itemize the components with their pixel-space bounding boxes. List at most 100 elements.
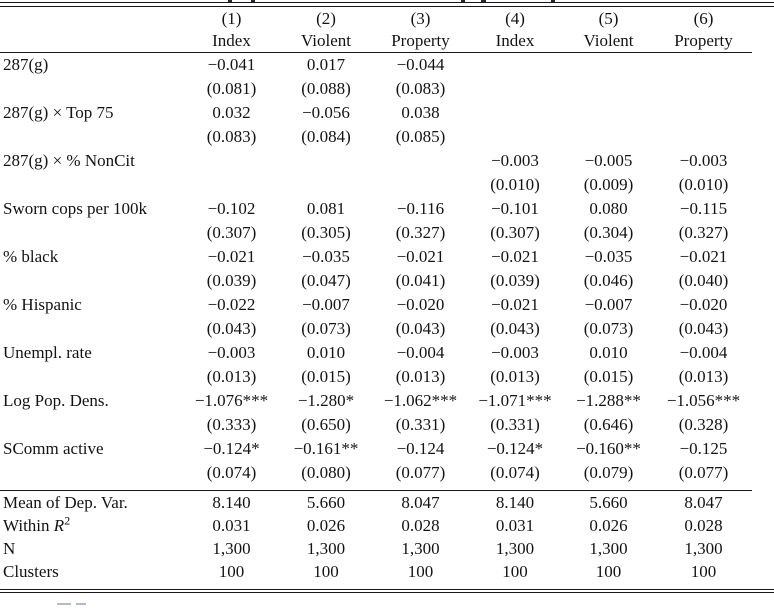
- empty-cell: [0, 317, 184, 341]
- summary-value-cell: 5.660: [562, 489, 655, 514]
- se-cell: (0.084): [301, 126, 351, 146]
- estimate-cell: −0.124*: [203, 438, 260, 458]
- se-cell: (0.013): [490, 366, 540, 386]
- empty-cell: [0, 413, 184, 437]
- estimate-cell: [373, 149, 468, 173]
- se-cell: (0.328): [678, 414, 729, 434]
- se-cell: (0.083): [395, 78, 446, 98]
- estimate-cell: −0.021: [207, 246, 256, 266]
- summary-value-cell: 1,300: [306, 538, 346, 558]
- cropped-text-artifact: [251, 0, 255, 2]
- estimate-cell: 0.010: [589, 342, 628, 362]
- column-name-header: Violent: [279, 29, 373, 53]
- se-cell: (0.307): [490, 222, 540, 242]
- estimate-cell: −0.003: [207, 342, 256, 362]
- coef-se-row: (0.333) (0.650) (0.331) (0.331) (0.646) …: [0, 413, 752, 437]
- summary-row-n: N 1,300 1,300 1,300 1,300 1,300 1,300: [0, 537, 752, 560]
- se-cell: (0.043): [206, 318, 257, 338]
- estimate-cell: −1.076***: [194, 390, 269, 410]
- se-cell: (0.013): [395, 366, 446, 386]
- summary-value-cell: 0.026: [589, 515, 628, 535]
- estimate-cell: −1.288**: [576, 390, 641, 410]
- se-cell: (0.085): [395, 126, 446, 146]
- cropped-text-artifact: [481, 0, 486, 2]
- se-cell: (0.327): [395, 222, 446, 242]
- se-cell: (0.039): [206, 270, 257, 290]
- row-label: Unempl. rate: [3, 342, 92, 362]
- summary-value-cell: 100: [313, 561, 339, 581]
- estimate-cell: −0.124: [396, 438, 445, 458]
- column-number-header: (1): [221, 8, 242, 28]
- se-cell: (0.040): [678, 270, 729, 290]
- summary-value-cell: 8.047: [373, 489, 468, 514]
- estimate-cell: −0.022: [207, 294, 256, 314]
- coef-se-row: (0.013) (0.015) (0.013) (0.013) (0.015) …: [0, 365, 752, 389]
- summary-value-cell: 100: [502, 561, 528, 581]
- se-cell: (0.327): [678, 222, 729, 242]
- se-cell: (0.074): [206, 462, 257, 482]
- empty-cell: [0, 173, 184, 197]
- estimate-cell: −0.020: [679, 294, 728, 314]
- cropped-text-artifact: [76, 603, 86, 605]
- summary-label: Mean of Dep. Var.: [0, 489, 184, 514]
- coef-estimate-row: Log Pop. Dens. −1.076*** −1.280* −1.062*…: [0, 389, 752, 413]
- se-cell: (0.074): [490, 462, 540, 482]
- summary-label: Clusters: [3, 561, 59, 581]
- estimate-cell: −0.021: [491, 294, 539, 314]
- estimate-cell: −1.071***: [478, 390, 552, 410]
- row-label: SComm active: [3, 438, 104, 458]
- estimate-cell: [562, 52, 655, 77]
- coef-estimate-row: 287(g) −0.041 0.017 −0.044: [0, 52, 752, 77]
- empty-cell: [0, 221, 184, 245]
- estimate-cell: 0.032: [212, 102, 251, 122]
- se-cell: (0.073): [583, 318, 634, 338]
- summary-statistics-rows: Mean of Dep. Var. 8.140 5.660 8.047 8.14…: [0, 489, 752, 587]
- estimate-cell: −0.115: [679, 198, 728, 218]
- coef-se-row: (0.083) (0.084) (0.085): [0, 125, 752, 149]
- column-name-header: Index: [184, 29, 279, 53]
- estimate-cell: −0.035: [302, 246, 350, 266]
- column-name-header: Violent: [562, 29, 655, 53]
- se-cell: (0.013): [206, 366, 257, 386]
- summary-value-cell: 8.047: [655, 489, 752, 514]
- bottom-double-rule: [0, 588, 774, 594]
- se-cell: (0.043): [678, 318, 729, 338]
- column-number-header: (3): [410, 8, 431, 28]
- se-cell: (0.043): [490, 318, 540, 338]
- row-label: 287(g): [3, 54, 49, 74]
- column-name-header: Property: [655, 29, 752, 53]
- r2-superscript: 2: [64, 513, 71, 527]
- column-number-header: (4): [505, 8, 525, 28]
- coef-estimate-row: SComm active −0.124* −0.161** −0.124 −0.…: [0, 437, 752, 461]
- estimate-cell: −0.004: [679, 342, 728, 362]
- summary-value-cell: 0.028: [401, 515, 440, 535]
- summary-value-cell: 0.028: [684, 515, 723, 535]
- coef-estimate-row: 287(g) × % NonCit −0.003 −0.005 −0.003: [0, 149, 752, 173]
- r-symbol: R: [53, 515, 65, 535]
- se-cell: [655, 125, 752, 149]
- se-cell: (0.080): [301, 462, 351, 482]
- estimate-cell: −0.102: [207, 198, 256, 218]
- summary-value-cell: 8.140: [184, 489, 279, 514]
- estimate-cell: 0.038: [401, 102, 440, 122]
- summary-value-cell: 0.026: [306, 515, 346, 535]
- summary-row-clusters: Clusters 100 100 100 100 100 100: [0, 560, 752, 587]
- row-label: Sworn cops per 100k: [3, 198, 148, 218]
- se-cell: (0.013): [678, 366, 729, 386]
- column-name-header: Property: [373, 29, 468, 53]
- estimate-cell: −0.035: [584, 246, 633, 266]
- estimate-cell: [184, 149, 279, 173]
- estimate-cell: −0.003: [679, 150, 728, 170]
- se-cell: (0.331): [490, 414, 540, 434]
- row-label: % Hispanic: [3, 294, 82, 314]
- cropped-text-artifact: [57, 603, 71, 605]
- se-cell: [184, 173, 279, 197]
- estimate-cell: −1.056***: [666, 390, 741, 410]
- se-cell: (0.009): [583, 174, 634, 194]
- summary-value-cell: 0.031: [495, 515, 535, 535]
- coef-estimate-row: % Hispanic −0.022 −0.007 −0.020 −0.021 −…: [0, 293, 752, 317]
- row-label: 287(g) × Top 75: [3, 102, 114, 122]
- column-name-row: Index Violent Property Index Violent Pro…: [0, 29, 752, 53]
- estimate-cell: −0.160**: [576, 438, 641, 458]
